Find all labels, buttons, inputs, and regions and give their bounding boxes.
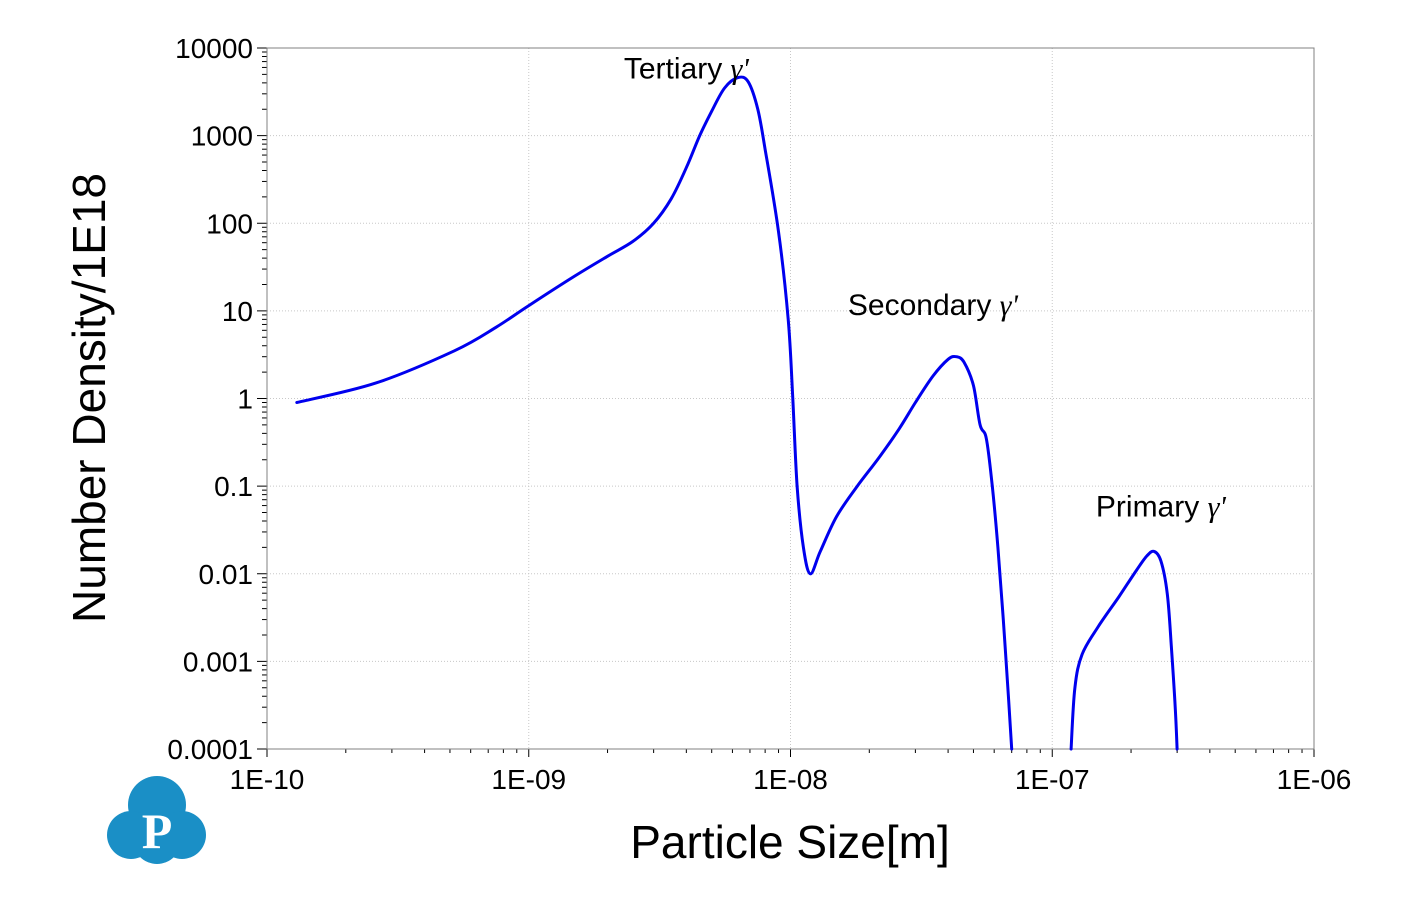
peak-annotation: Tertiary γ' xyxy=(624,52,750,85)
grid-lines xyxy=(267,48,1314,749)
x-tick-label: 1E-07 xyxy=(1015,764,1090,795)
y-tick-label: 0.001 xyxy=(183,646,253,677)
series-line xyxy=(1069,549,1179,751)
peak-annotation: Secondary γ' xyxy=(848,289,1019,322)
y-tick-label: 10000 xyxy=(175,33,253,64)
x-axis-title: Particle Size[m] xyxy=(630,816,950,868)
peak-annotation: Primary γ' xyxy=(1096,491,1226,524)
logo-letter: P xyxy=(142,803,173,859)
series-layer xyxy=(295,75,1179,751)
y-tick-label: 10 xyxy=(222,296,253,327)
y-tick-label: 1000 xyxy=(191,121,253,152)
y-tick-label: 1 xyxy=(237,384,253,415)
x-tick-label: 1E-10 xyxy=(230,764,305,795)
x-tick-label: 1E-06 xyxy=(1277,764,1352,795)
annotations: Tertiary γ' Secondary γ' Primary γ' xyxy=(624,52,1227,523)
x-tick-label: 1E-09 xyxy=(491,764,566,795)
p-logo-icon: P xyxy=(107,776,206,864)
y-tick-label: 100 xyxy=(206,208,253,239)
y-tick-label: 0.1 xyxy=(214,471,253,502)
y-tick-label: 0.01 xyxy=(199,559,254,590)
y-axis-title: Number Density/1E18 xyxy=(63,173,115,623)
plot-frame xyxy=(266,47,1315,750)
series-line xyxy=(295,75,1014,751)
tick-labels: 1E-10 1E-09 1E-08 1E-07 1E-06 0.0001 0.001 0.01… xyxy=(167,33,1351,795)
y-tick-label: 0.0001 xyxy=(167,734,253,765)
x-tick-label: 1E-08 xyxy=(753,764,828,795)
axis-ticks xyxy=(257,47,1315,757)
